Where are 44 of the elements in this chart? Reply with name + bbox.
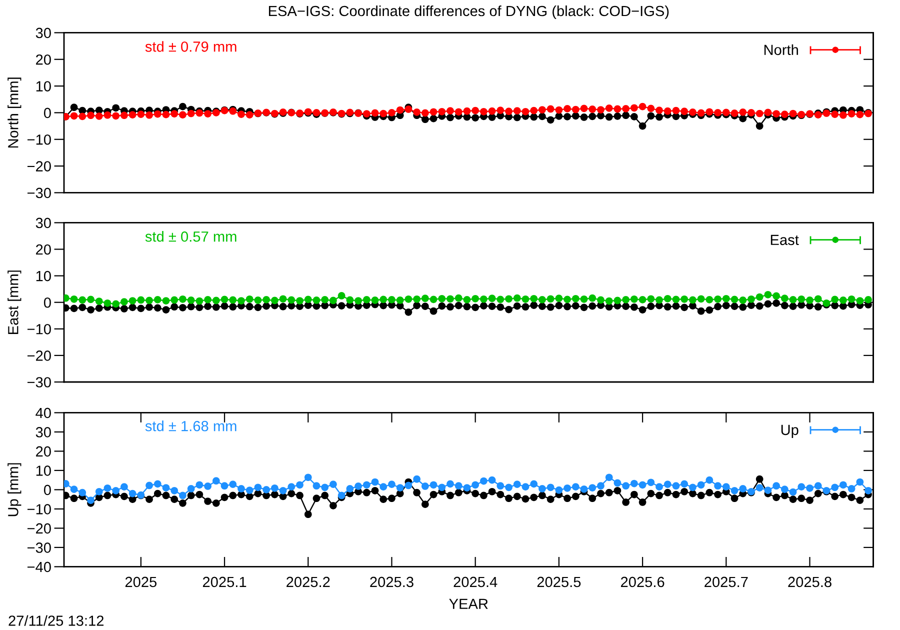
y-tick-label: 10 [36,466,51,476]
legend-label: North [764,44,798,56]
x-tick-label: 2025.4 [454,576,498,588]
y-tick-label: −30 [27,377,51,388]
y-axis-title: Up [mm] [8,463,22,516]
y-tick-label: 30 [36,218,51,228]
y-tick-label: 0 [44,484,51,496]
y-tick-label: −20 [27,523,51,534]
y-axis-title: North [mm] [8,78,22,148]
y-tick-label: 30 [36,28,51,38]
x-tick-label: 2025 [125,576,157,588]
y-tick-label: 20 [36,446,51,457]
text: 27/11/25 13:12 [8,615,104,626]
x-tick-label: 2025.5 [537,576,581,588]
y-tick-label: 0 [44,297,51,308]
y-tick-label: 30 [36,427,51,438]
y-tick-label: 20 [36,244,51,255]
y-tick-label: 10 [36,270,51,282]
y-tick-label: 10 [36,81,51,92]
chart-title: ESA−IGS: Coordinate differences of DYNG (black: COD−IGS) [268,5,669,20]
x-tick-label: 2025.2 [286,576,330,588]
x-axis-title: YEAR [449,598,488,609]
x-tick-label: 2025.7 [704,576,748,588]
x-tick-label: 2025.1 [202,576,246,588]
y-tick-label: −30 [27,542,51,553]
y-tick-label: −10 [27,504,51,514]
y-tick-label: 0 [44,108,51,118]
x-tick-label: 2025.3 [370,576,414,588]
annotation: std ± 0.79 mm [145,41,236,52]
x-tick-label: 2025.6 [620,576,664,588]
y-tick-label: −30 [27,188,51,198]
y-tick-label: −40 [27,562,51,572]
y-tick-label: 40 [36,408,51,418]
annotation: std ± 0.57 mm [145,231,236,242]
y-axis-title: East [mm] [8,270,22,334]
y-tick-label: −10 [27,134,51,145]
y-tick-label: 20 [36,54,51,65]
y-tick-label: −20 [27,161,51,172]
legend-label: Up [781,424,798,438]
legend-label: East [770,234,799,246]
annotation: std ± 1.68 mm [145,420,236,432]
y-tick-label: −20 [27,350,51,361]
y-tick-label: −10 [27,324,51,334]
x-tick-label: 2025.8 [788,576,832,588]
